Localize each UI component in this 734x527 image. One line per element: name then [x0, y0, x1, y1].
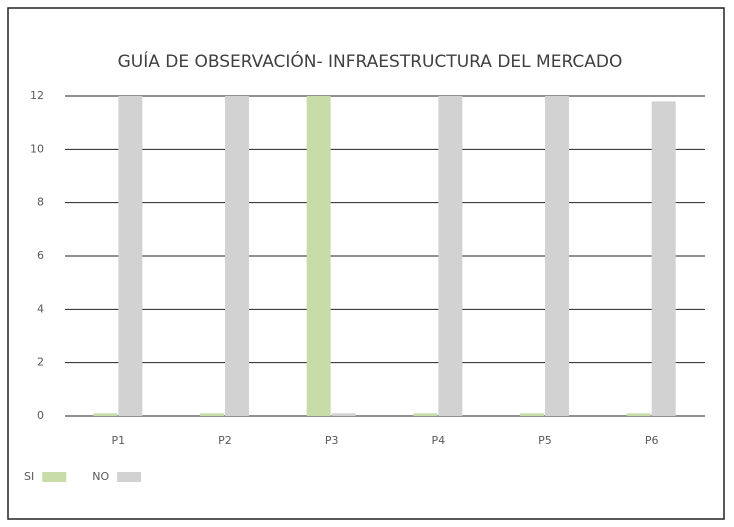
bar	[93, 413, 118, 416]
bar	[413, 413, 438, 416]
bar	[520, 413, 544, 416]
x-tick-label: P1	[112, 434, 126, 447]
y-tick-label: 10	[30, 142, 44, 155]
x-tick-label: P3	[325, 434, 339, 447]
bar	[651, 101, 676, 416]
bar	[118, 96, 143, 416]
bar	[545, 96, 569, 416]
x-tick-label: P2	[218, 434, 232, 447]
legend-label: NO	[92, 470, 109, 483]
x-tick-label: P6	[645, 434, 659, 447]
bar	[331, 413, 356, 416]
y-tick-label: 4	[37, 302, 44, 315]
bar	[438, 96, 463, 416]
bar	[225, 96, 249, 416]
x-tick-label: P5	[538, 434, 552, 447]
y-tick-label: 2	[37, 356, 44, 369]
bar	[626, 413, 651, 416]
bar	[306, 96, 331, 416]
legend-swatch	[117, 472, 142, 482]
y-tick-label: 8	[37, 196, 44, 209]
x-tick-label: P4	[432, 434, 446, 447]
legend-swatch	[42, 472, 67, 482]
y-tick-label: 12	[30, 89, 44, 102]
bar	[200, 413, 224, 416]
legend-label: SI	[24, 470, 34, 483]
y-tick-label: 6	[37, 249, 44, 262]
y-tick-label: 0	[37, 409, 44, 422]
chart-title: GUÍA DE OBSERVACIÓN- INFRAESTRUCTURA DEL…	[118, 50, 623, 72]
